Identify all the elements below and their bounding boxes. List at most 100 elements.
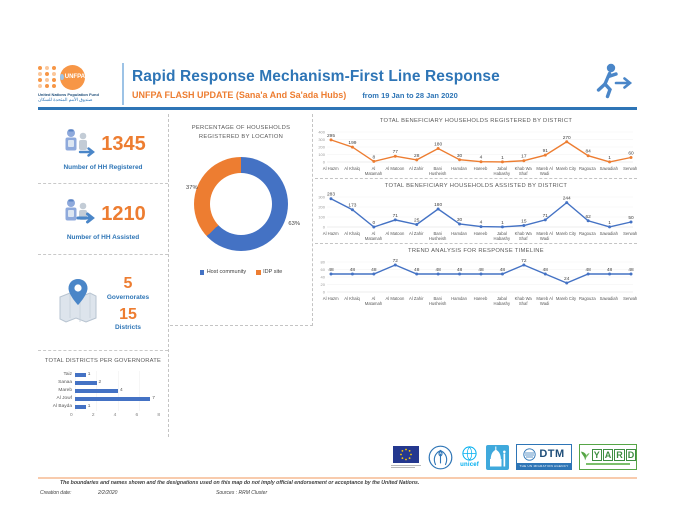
x-axis-label: Al Zahir	[409, 296, 424, 302]
svg-text:0: 0	[323, 225, 326, 230]
svg-text:80: 80	[321, 260, 326, 265]
x-axis-label: Mareb City	[555, 231, 577, 237]
dtm-sublabel: THE UN MIGRATION AGENCY	[517, 463, 571, 469]
bar-x-tick: 0	[70, 412, 73, 418]
unfpa-emblem: UNFPA	[60, 64, 85, 90]
svg-text:30: 30	[457, 217, 463, 223]
idp-site-swatch	[256, 270, 261, 275]
x-axis-label: Mareb City	[555, 296, 577, 302]
page-subtitle: UNFPA FLASH UPDATE (Sana'a And Sa'ada Hu…	[132, 89, 347, 100]
wfp-logo	[428, 445, 453, 470]
x-axis-label: Ragouza	[579, 231, 596, 237]
bar-value-label: 1	[87, 404, 91, 410]
chart-title: TOTAL BENEFICIARY HOUSEHOLDS ASSISTED BY…	[384, 183, 568, 190]
svg-text:48: 48	[457, 267, 463, 273]
x-axis-label: Al Matamah	[364, 296, 383, 307]
svg-text:283: 283	[327, 192, 335, 198]
svg-text:60: 60	[628, 151, 634, 157]
bar-row: Mareb 4	[44, 386, 168, 395]
svg-text:48: 48	[328, 267, 334, 273]
svg-text:48: 48	[607, 267, 613, 273]
svg-text:1: 1	[608, 155, 611, 161]
svg-text:1: 1	[608, 220, 611, 226]
map-pin-icon	[57, 277, 99, 328]
x-axis-label: Ragouza	[579, 166, 596, 171]
svg-text:62: 62	[585, 214, 591, 220]
x-axis-label: Ragouza	[579, 296, 596, 302]
x-axis-label: Jabal Habashy	[493, 296, 511, 307]
svg-text:300: 300	[318, 195, 325, 200]
donut-chart-title: PERCENTAGE OF HOUSEHOLDS REGISTERED BY L…	[191, 125, 291, 140]
line-plot: 0 100 200 300 400 295 199 8 77 28 180 30 4 1 17 91 270 84…	[315, 124, 637, 166]
svg-text:173: 173	[348, 203, 356, 209]
unfpa-caption-en: United Nations Population Fund	[38, 91, 99, 97]
x-axis-label: Hareeb	[473, 231, 488, 237]
svg-text:77: 77	[393, 149, 399, 155]
districts-per-governorate-chart: TOTAL DISTRICTS PER GOVERNORATE Taiz 1 San…	[38, 351, 168, 418]
bar-row: Al Bayda 1	[44, 402, 168, 411]
mosque-logo	[486, 444, 509, 470]
iom-emblem-icon	[523, 447, 536, 461]
creation-date-value: 2/2/2020	[98, 490, 118, 496]
x-axis-label: Al Matoon	[385, 231, 405, 237]
donut-legend: Host community IDP site	[170, 269, 312, 275]
line-plot: 0 20 40 60 80 48 48 48 72 48 48 48 48 48 72 48 24 48 48 48	[315, 254, 637, 296]
svg-text:0: 0	[323, 160, 326, 165]
x-axis-label: Hareeb	[473, 166, 488, 171]
governorates-value: 5	[123, 275, 133, 293]
creation-date-label: Creation date:	[40, 490, 72, 496]
kpi-sidebar: 1345 Number of HH Registered	[38, 114, 169, 437]
x-axis-label: Mareb Al Wadi	[536, 296, 553, 307]
x-axis-label: Al Khalq	[344, 166, 360, 171]
x-axis-label: Hamdan	[451, 166, 467, 171]
x-axis-labels: Al Hazm Al Khalq Al Matamah Al Matoon Al Zah…	[320, 231, 641, 241]
location-donut-panel: PERCENTAGE OF HOUSEHOLDS REGISTERED BY L…	[170, 114, 313, 326]
x-axis-label: Bani Husheish	[428, 166, 447, 177]
un-globe-icon	[60, 74, 64, 81]
x-axis-label: Hamdan	[451, 231, 467, 237]
x-axis-label: Al Hazm	[322, 231, 339, 237]
households-registered-icon	[60, 127, 96, 162]
svg-text:71: 71	[393, 213, 399, 219]
hh-registered-label: Number of HH Registered	[63, 163, 143, 171]
bar-value-label: 4	[120, 388, 123, 394]
chart-title: TOTAL BENEFICIARY HOUSEHOLDS REGISTERED …	[379, 118, 573, 124]
header: UNFPA United Nations Population Fund صند…	[38, 60, 637, 110]
districts-label: Districts	[114, 323, 141, 331]
host-community-percent: 63%	[288, 221, 300, 228]
svg-text:25: 25	[414, 218, 420, 224]
svg-text:244: 244	[563, 196, 571, 202]
households-assisted-icon	[60, 197, 96, 232]
assisted-by-district-chart: TOTAL BENEFICIARY HOUSEHOLDS ASSISTED BY…	[315, 183, 637, 245]
bar-row: Sanaa 2	[44, 378, 168, 387]
governorates-label: Governorates	[106, 293, 150, 301]
host-community-legend-label: Host community	[206, 269, 247, 276]
unicef-logo: unicef	[460, 446, 479, 468]
svg-text:28: 28	[414, 153, 420, 159]
eu-flag-logo	[391, 445, 422, 469]
bar-category-label: Mareb	[58, 388, 72, 394]
x-axis-label: Al Matamah	[364, 231, 383, 242]
leaf-icon	[580, 451, 590, 461]
x-axis-label: Khab Wa Shaf	[514, 296, 532, 307]
svg-text:48: 48	[585, 267, 591, 273]
idp-site-legend-label: IDP site	[263, 269, 283, 276]
svg-text:48: 48	[414, 267, 420, 273]
x-axis-label: Bani Husheish	[428, 231, 447, 242]
svg-text:48: 48	[435, 267, 441, 273]
footer-divider	[38, 477, 637, 479]
bar-chart-x-axis: 0 2 4 6 8	[70, 413, 160, 418]
x-axis-label: Hareeb	[473, 296, 488, 302]
x-axis-label: Al Zahir	[409, 231, 424, 237]
hh-assisted-card: 1210 Number of HH Assisted	[38, 184, 168, 255]
svg-text:4: 4	[480, 155, 483, 161]
svg-text:84: 84	[585, 149, 591, 155]
svg-text:8: 8	[373, 154, 376, 160]
bar-category-label: Sanaa	[58, 380, 72, 386]
bar-category-label: Al Bayda	[52, 404, 72, 410]
registered-by-district-chart: TOTAL BENEFICIARY HOUSEHOLDS REGISTERED …	[315, 118, 637, 180]
donut-hole	[210, 173, 272, 236]
bar-category-label: Al Jowf	[56, 396, 72, 402]
hh-registered-value: 1345	[101, 132, 146, 155]
